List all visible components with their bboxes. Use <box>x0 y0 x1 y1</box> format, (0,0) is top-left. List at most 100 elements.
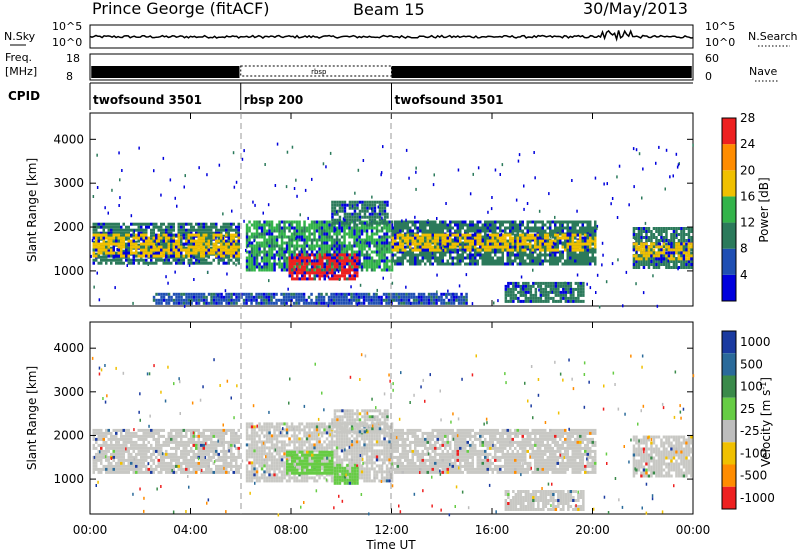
heat-cell <box>383 257 386 260</box>
heat-cell <box>430 299 433 302</box>
heat-cell <box>350 299 353 302</box>
heat-cell <box>173 302 176 305</box>
heat-cell <box>331 210 334 213</box>
heat-speckle <box>96 154 98 157</box>
heat-cell <box>133 259 136 262</box>
heat-cell <box>414 234 417 237</box>
heat-cell <box>449 251 452 254</box>
heat-cell <box>323 224 326 227</box>
heat-cell <box>344 256 347 259</box>
heat-cell <box>278 245 281 248</box>
heat-cell <box>363 230 366 233</box>
heat-cell <box>633 263 636 266</box>
heat-cell <box>474 246 477 249</box>
heat-cell <box>228 249 231 252</box>
heat-cell <box>336 239 339 242</box>
heat-cell <box>271 254 274 257</box>
heat-cell <box>299 259 302 262</box>
heat-cell <box>437 260 440 263</box>
heat-cell <box>572 243 575 246</box>
heat-cell <box>435 296 438 299</box>
heat-cell <box>507 294 510 297</box>
heat-cell <box>346 204 349 207</box>
heat-cell <box>427 260 430 263</box>
heat-cell <box>185 237 188 240</box>
heat-cell <box>492 263 495 266</box>
heat-cell <box>268 293 271 296</box>
heat-cell <box>477 227 480 230</box>
heat-cell <box>230 249 233 252</box>
heat-cell <box>645 248 648 251</box>
heat-cell <box>178 229 181 232</box>
heat-cell <box>183 243 186 246</box>
heat-cell <box>130 240 133 243</box>
heat-cell <box>409 230 412 233</box>
heat-cell <box>268 266 271 269</box>
heat-cell <box>180 293 183 296</box>
heat-cell <box>250 302 253 305</box>
heat-cell <box>168 237 171 240</box>
heat-cell <box>594 260 597 263</box>
heat-cell <box>570 282 573 285</box>
heat-cell <box>335 293 338 296</box>
heat-cell <box>263 299 266 302</box>
heat-cell <box>368 239 371 242</box>
heat-cell <box>98 223 101 226</box>
heat-cell <box>497 234 500 237</box>
heat-speckle <box>595 291 597 294</box>
heat-cell <box>346 262 349 265</box>
heat-cell <box>268 302 271 305</box>
heat-cell <box>203 252 206 255</box>
heat-cell <box>534 251 537 254</box>
heat-cell <box>113 246 116 249</box>
heat-cell <box>424 254 427 257</box>
heat-cell <box>363 245 366 248</box>
heat-cell <box>447 237 450 240</box>
heat-cell <box>413 302 416 305</box>
heat-cell <box>417 249 420 252</box>
heat-cell <box>193 240 196 243</box>
heat-cell <box>98 237 101 240</box>
heat-cell <box>562 246 565 249</box>
heat-cell <box>359 213 362 216</box>
heat-cell <box>294 262 297 265</box>
heat-cell <box>512 297 515 300</box>
heat-cell <box>105 223 108 226</box>
heat-cell <box>268 236 271 239</box>
heat-cell <box>324 265 327 268</box>
heat-cell <box>462 221 465 224</box>
heat-cell <box>469 234 472 237</box>
heat-cell <box>198 243 201 246</box>
heat-cell <box>594 263 597 266</box>
heat-cell <box>213 296 216 299</box>
heat-cell <box>507 300 510 303</box>
heat-cell <box>289 259 292 262</box>
date-label: 30/May/2013 <box>583 0 688 18</box>
heat-cell <box>220 240 223 243</box>
heat-cell <box>223 299 226 302</box>
heat-speckle <box>339 278 341 281</box>
y-tick-label-2: 3000 <box>53 176 84 190</box>
heat-cell <box>537 300 540 303</box>
heat-cell <box>153 255 156 258</box>
heat-cell <box>454 246 457 249</box>
heat-cell <box>110 252 113 255</box>
heat-cell <box>341 271 344 274</box>
heat-cell <box>567 251 570 254</box>
heat-cell <box>213 293 216 296</box>
heat-cell <box>309 268 312 271</box>
heat-cell <box>339 216 342 219</box>
heat-cell <box>348 293 351 296</box>
heat-cell <box>339 201 342 204</box>
heat-cell <box>457 230 460 233</box>
heat-cell <box>140 252 143 255</box>
heat-cell <box>567 233 570 236</box>
heat-cell <box>349 268 352 271</box>
heat-cell <box>393 299 396 302</box>
nave-tick-high: 60 <box>705 52 719 65</box>
heat-speckle <box>180 237 182 240</box>
heat-cell <box>670 245 673 248</box>
heat-cell <box>502 249 505 252</box>
heat-cell <box>683 230 686 233</box>
heat-cell <box>381 254 384 257</box>
